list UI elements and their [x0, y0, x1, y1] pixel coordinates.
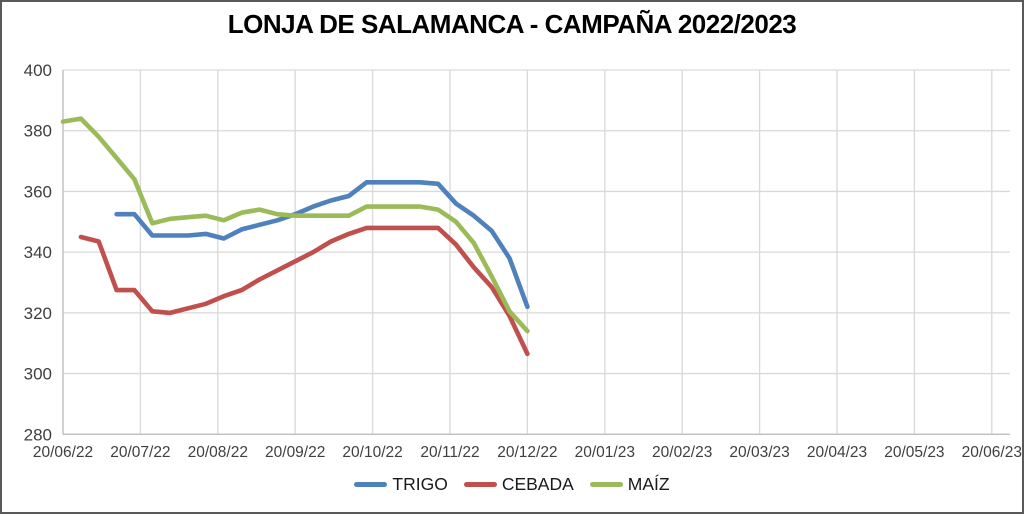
y-tick-label: 300 — [24, 365, 52, 384]
x-tick-label: 20/04/23 — [807, 444, 867, 461]
y-tick-label: 280 — [24, 425, 52, 444]
legend-item-maiz: MAÍZ — [589, 474, 670, 495]
x-tick-label: 20/12/22 — [497, 444, 557, 461]
x-tick-label: 20/02/23 — [652, 444, 712, 461]
legend-label-trigo: TRIGO — [392, 474, 448, 494]
series-line-trigo — [114, 180, 530, 310]
y-tick-label: 380 — [24, 122, 52, 141]
y-tick-label: 320 — [24, 304, 52, 323]
x-tick-label: 20/11/22 — [420, 444, 479, 461]
series-line-maiz — [60, 116, 530, 334]
series-line-cebada — [78, 225, 530, 357]
chart-title: LONJA DE SALAMANCA - CAMPAÑA 2022/2023 — [227, 9, 797, 39]
y-tick-label: 360 — [24, 182, 52, 201]
cebada-line-swatch-icon — [463, 482, 497, 487]
x-tick-label: 20/06/22 — [33, 444, 93, 461]
legend-label-cebada: CEBADA — [501, 474, 574, 494]
x-tick-label: 20/08/22 — [188, 444, 248, 461]
x-tick-label: 20/09/22 — [265, 444, 325, 461]
y-tick-label: 400 — [24, 61, 52, 80]
x-tick-label: 20/07/22 — [110, 444, 170, 461]
maiz-line-swatch-icon — [589, 482, 623, 487]
x-tick-label: 20/05/23 — [884, 444, 944, 461]
x-tick-label: 20/01/23 — [575, 444, 635, 461]
legend: TRIGO CEBADA MAÍZ — [2, 474, 1022, 495]
trigo-line-swatch-icon — [354, 482, 388, 487]
x-tick-label: 20/06/23 — [962, 444, 1022, 461]
x-tick-label: 20/10/22 — [342, 444, 402, 461]
legend-item-cebada: CEBADA — [463, 474, 574, 495]
legend-label-maiz: MAÍZ — [627, 474, 670, 494]
legend-item-trigo: TRIGO — [354, 474, 448, 495]
y-tick-label: 340 — [24, 243, 52, 262]
x-tick-label: 20/03/23 — [729, 444, 789, 461]
